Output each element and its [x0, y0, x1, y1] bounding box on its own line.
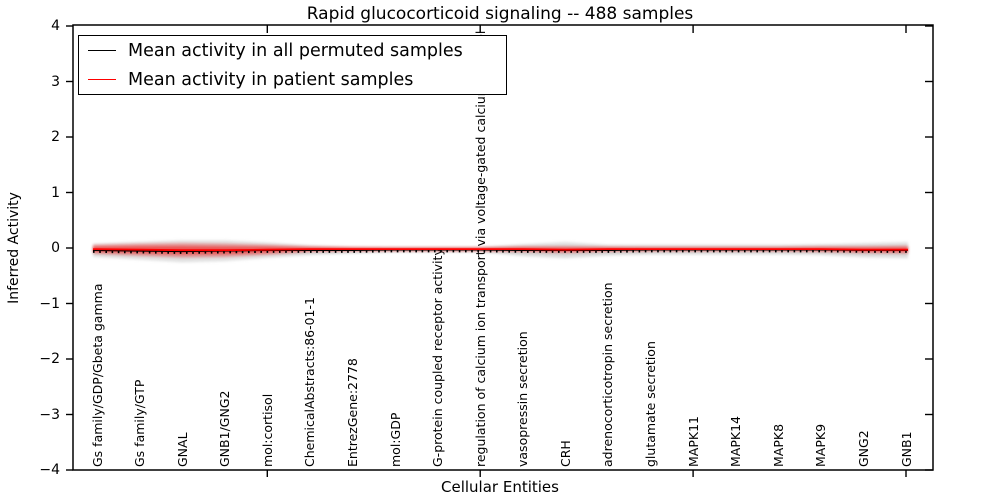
y-tick-label: 1 — [51, 184, 60, 201]
legend-line-swatch-red — [88, 79, 116, 80]
y-tick-label: 2 — [51, 129, 60, 145]
legend-line-swatch-black — [88, 50, 116, 51]
y-tick-label: 4 — [51, 18, 60, 34]
legend-label-patient: Mean activity in patient samples — [128, 69, 414, 90]
y-tick-label: −2 — [39, 351, 60, 367]
y-axis-label: Inferred Activity — [6, 192, 22, 304]
legend-item-patient: Mean activity in patient samples — [79, 65, 506, 94]
chart-title: Rapid glucocorticoid signaling -- 488 sa… — [306, 4, 694, 24]
y-tick-label: 3 — [51, 73, 60, 90]
y-tick-label: −3 — [39, 406, 60, 423]
x-axis-label: Cellular Entities — [441, 478, 559, 496]
legend-item-permuted: Mean activity in all permuted samples — [79, 36, 506, 65]
y-tick-label: −4 — [39, 462, 60, 478]
legend: Mean activity in all permuted samples Me… — [78, 35, 507, 95]
y-tick-label: 0 — [51, 240, 60, 256]
y-tick-label: −1 — [39, 295, 60, 312]
line-patient-mean — [92, 248, 908, 252]
legend-label-permuted: Mean activity in all permuted samples — [128, 40, 463, 61]
